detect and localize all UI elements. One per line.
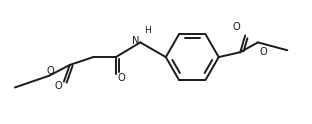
- Text: O: O: [260, 47, 268, 57]
- Text: O: O: [54, 80, 62, 91]
- Text: O: O: [46, 66, 54, 76]
- Text: N: N: [132, 36, 139, 46]
- Text: O: O: [232, 22, 240, 32]
- Text: O: O: [118, 73, 125, 83]
- Text: H: H: [144, 26, 151, 35]
